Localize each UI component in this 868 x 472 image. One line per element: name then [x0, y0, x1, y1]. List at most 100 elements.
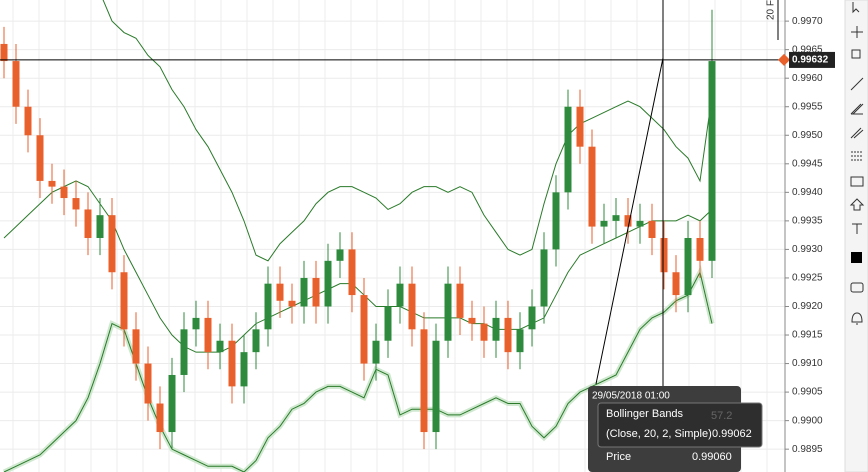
- line-tool[interactable]: [850, 77, 864, 91]
- candle-body: [456, 283, 464, 318]
- rect-tool[interactable]: [850, 176, 864, 187]
- bollinger-upper: [102, 0, 713, 262]
- candle-body: [264, 283, 272, 330]
- candle-body: [168, 374, 176, 433]
- candle-body: [108, 215, 116, 273]
- candle-body: [492, 317, 500, 341]
- camera-tool[interactable]: [850, 282, 864, 293]
- candle-body: [12, 61, 20, 107]
- candle-body: [540, 249, 548, 307]
- candle-body: [36, 135, 44, 181]
- price-marker: [778, 53, 790, 66]
- toolbar: [844, 0, 868, 472]
- y-tick-label: 0.9955: [792, 101, 823, 112]
- color-tool[interactable]: [851, 252, 862, 263]
- text-tool[interactable]: [852, 223, 862, 234]
- crosshair-tool[interactable]: [851, 26, 863, 38]
- candle-body: [696, 237, 704, 261]
- candle-body: [672, 272, 680, 296]
- candle-body: [216, 340, 224, 353]
- candle-body: [624, 215, 632, 227]
- price-label: Price: [606, 451, 631, 463]
- candle-body: [60, 186, 68, 199]
- y-tick-label: 0.9960: [792, 73, 823, 84]
- candle-body: [708, 61, 716, 261]
- y-tick-label: 0.9965: [792, 44, 823, 55]
- y-tick-label: 0.9930: [792, 244, 823, 255]
- candle-body: [348, 249, 356, 296]
- y-tick-label: 0.9970: [792, 16, 823, 27]
- candle-body: [588, 146, 596, 227]
- y-tick-label: 0.9945: [792, 158, 823, 169]
- price-label-box: [789, 51, 835, 68]
- candle-body: [372, 340, 380, 364]
- y-tick-label: 0.9910: [792, 358, 823, 369]
- candle-body: [312, 277, 320, 307]
- y-tick-label: 0.9915: [792, 330, 823, 341]
- candle-body: [132, 329, 140, 364]
- candle-body: [24, 106, 32, 136]
- candle-body: [684, 237, 692, 296]
- candle-body: [84, 209, 92, 238]
- candle-body: [420, 329, 428, 433]
- candle-body: [552, 192, 560, 250]
- candle-body: [180, 329, 188, 375]
- candle-body: [528, 306, 536, 330]
- corner-label: 20 F: [766, 0, 777, 20]
- candle-body: [204, 317, 212, 353]
- candle-body: [192, 317, 200, 330]
- arrow-tool[interactable]: [849, 198, 865, 211]
- cursor-tool[interactable]: [852, 2, 860, 14]
- candle-body: [612, 215, 620, 221]
- fork-tool[interactable]: [850, 127, 864, 139]
- zoom-tool[interactable]: [851, 49, 861, 59]
- price-label: 0.99632: [792, 55, 829, 66]
- candle-body: [360, 295, 368, 364]
- candle-body: [564, 106, 572, 193]
- candle-body: [240, 352, 248, 387]
- channel-tool[interactable]: [850, 103, 864, 115]
- indicator-box: [597, 402, 763, 448]
- candle-body: [444, 283, 452, 341]
- y-tick-label: 0.9905: [792, 387, 823, 398]
- y-tick-label: 0.9895: [792, 444, 823, 455]
- candle-body: [576, 106, 584, 147]
- candle-body: [48, 180, 56, 187]
- faded-value: 57.2: [711, 410, 732, 422]
- indicator-name: Bollinger Bands: [606, 408, 684, 420]
- candle-body: [468, 317, 476, 324]
- candle-body: [324, 260, 332, 307]
- candle-body: [660, 237, 668, 273]
- candle-body: [0, 43, 8, 62]
- alert-tool[interactable]: [851, 312, 863, 325]
- tooltip-time: 29/05/2018 01:00: [592, 391, 670, 402]
- candle-body: [504, 317, 512, 353]
- candle-body: [408, 283, 416, 330]
- candle-body: [516, 329, 524, 353]
- y-tick-label: 0.9935: [792, 216, 823, 227]
- candle-body: [120, 272, 128, 330]
- candle-body: [336, 249, 344, 261]
- trend-line: [595, 57, 664, 385]
- candle-body: [480, 323, 488, 341]
- candle-body: [288, 300, 296, 307]
- y-tick-label: 0.9920: [792, 301, 823, 312]
- candle-body: [96, 215, 104, 238]
- candle-body: [144, 363, 152, 404]
- candle-body: [600, 220, 608, 227]
- toolbar-bg: [844, 0, 868, 472]
- candle-body: [228, 340, 236, 387]
- candle-body: [432, 340, 440, 433]
- candle-body: [276, 283, 284, 301]
- candle-body: [156, 403, 164, 433]
- candle-body: [648, 220, 656, 238]
- indicator-params: (Close, 20, 2, Simple): [606, 428, 712, 440]
- candle-body: [72, 198, 80, 210]
- y-tick-label: 0.9900: [792, 415, 823, 426]
- y-tick-label: 0.9925: [792, 273, 823, 284]
- tooltip: 29/05/2018 01:00 Bollinger Bands 57.2 (C…: [588, 386, 763, 472]
- bollinger-middle: [3, 180, 713, 353]
- y-tick-label: 0.9950: [792, 130, 823, 141]
- fib-tool[interactable]: [851, 151, 863, 161]
